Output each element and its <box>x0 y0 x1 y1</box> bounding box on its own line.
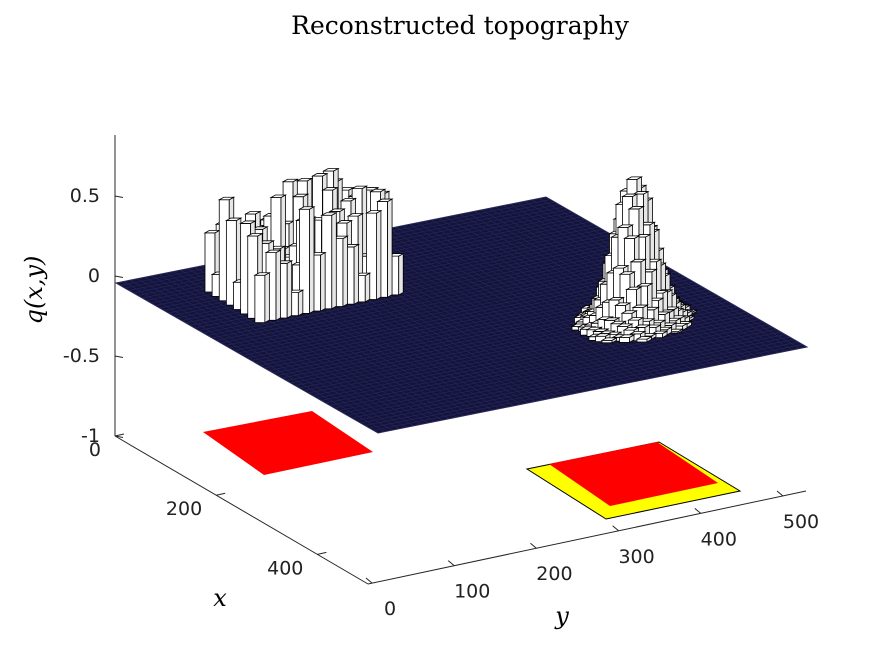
x-axis-line <box>114 435 369 585</box>
z-tick-mark <box>114 195 124 198</box>
x-axis-label: x <box>213 584 227 612</box>
x-tick-mark <box>317 551 327 555</box>
cone-peak-columns <box>570 176 699 344</box>
y-tick-label: 400 <box>701 528 737 550</box>
x-tick-mark <box>114 433 125 437</box>
mesh-line <box>338 324 768 411</box>
y-axis-line <box>367 490 807 585</box>
column-bar <box>650 330 669 339</box>
column-bar <box>617 334 636 344</box>
floor-projections <box>203 411 742 520</box>
mesh-line <box>364 339 795 426</box>
y-axis-label: y <box>554 602 569 630</box>
z-axis-label: q(x,y) <box>20 256 48 325</box>
mesh-line <box>342 326 773 414</box>
z-tick-label: 0.5 <box>70 185 100 207</box>
z-tick-mark <box>114 275 124 278</box>
block-region-columns <box>203 167 405 324</box>
y-tick-mark <box>447 560 455 566</box>
z-tick-label: 0 <box>88 265 100 287</box>
cone-projection-fill <box>549 442 718 506</box>
mesh-line <box>360 336 790 424</box>
mesh-line <box>373 344 803 431</box>
column-bar <box>600 337 619 344</box>
z-axis: -1 -0.5 0 0.5 q(x,y) <box>20 135 124 447</box>
y-tick-mark <box>776 490 784 497</box>
y-axis: 0 100 200 300 400 500 y <box>365 490 819 630</box>
y-tick-label: 300 <box>618 546 654 568</box>
x-axis: 0 200 400 x <box>89 433 369 612</box>
y-tick-mark <box>694 508 702 514</box>
mesh-line <box>356 334 786 421</box>
x-ticks: 0 200 400 <box>89 433 327 579</box>
chart-title: Reconstructed topography <box>291 11 630 40</box>
y-tick-mark <box>365 577 373 584</box>
y-tick-mark <box>612 525 619 532</box>
x-tick-mark <box>216 492 226 496</box>
x-tick-label: 0 <box>89 439 101 461</box>
column-bar <box>297 206 316 315</box>
mesh-line <box>369 341 799 429</box>
z-tick-label: -0.5 <box>63 345 100 367</box>
column-bar <box>635 335 654 343</box>
block-region-projection <box>203 411 373 475</box>
z-tick-mark <box>114 355 124 358</box>
cone-projection <box>525 441 742 520</box>
y-tick-label: 100 <box>454 581 490 603</box>
mesh-line <box>347 329 777 416</box>
y-tick-label: 0 <box>384 598 396 620</box>
y-tick-label: 500 <box>783 511 819 533</box>
mesh-line <box>351 331 781 419</box>
column-bar <box>253 272 271 324</box>
y-tick-label: 200 <box>536 563 572 585</box>
y-tick-mark <box>530 542 537 549</box>
y-ticks: 0 100 200 300 400 500 <box>365 490 819 620</box>
block-projection-shadow <box>203 411 373 475</box>
x-tick-label: 200 <box>166 498 202 520</box>
z-tick-label: -1 <box>81 425 100 447</box>
z-ticks: -1 -0.5 0 0.5 <box>63 185 124 447</box>
x-tick-label: 400 <box>267 557 303 579</box>
